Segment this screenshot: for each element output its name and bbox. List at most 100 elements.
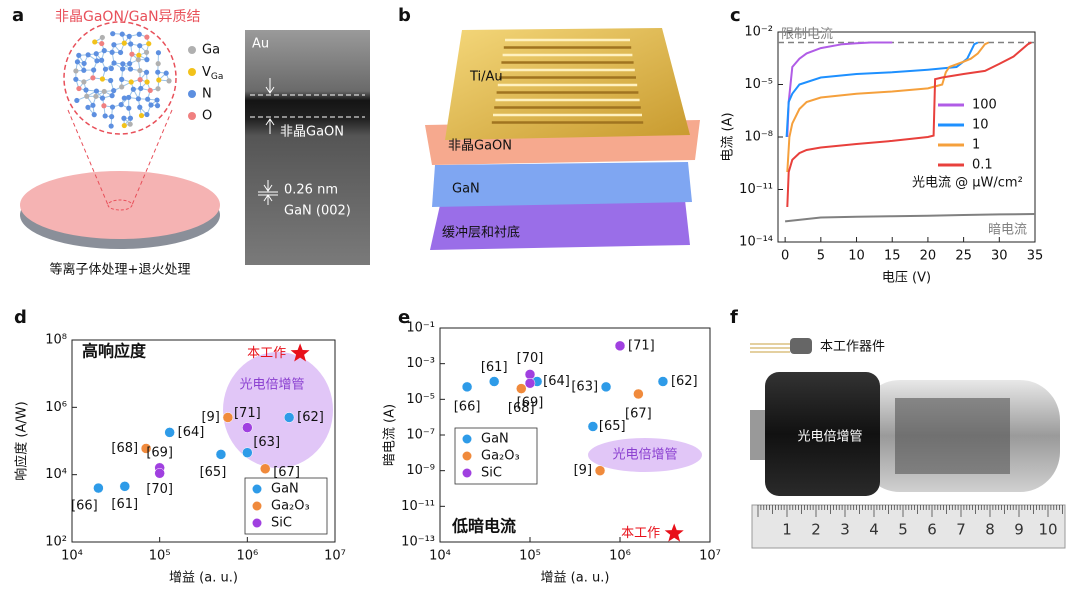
y-tick-label: 10⁻³ — [406, 356, 435, 371]
atom — [92, 39, 98, 45]
legend-atom — [188, 46, 196, 54]
point — [283, 412, 295, 423]
point-label: [9] — [201, 410, 219, 425]
arrows — [263, 78, 275, 205]
y-tick-label: 10⁻⁵ — [406, 392, 435, 407]
atom — [128, 79, 134, 85]
dark-current-line — [784, 213, 1036, 223]
lattice — [73, 31, 172, 129]
atom — [102, 113, 108, 119]
legend-marker — [252, 501, 262, 511]
x-tick-label: 10⁷ — [699, 549, 721, 564]
atom — [85, 52, 91, 58]
legend-label: Ga — [202, 43, 220, 58]
point-label: [65] — [200, 465, 227, 480]
ruler-number: 10 — [1038, 521, 1057, 539]
atom — [121, 115, 127, 121]
atom — [102, 66, 109, 72]
layer-label: GaN — [452, 182, 480, 197]
point-label: [67] — [625, 406, 652, 421]
atom — [154, 103, 161, 109]
atom — [126, 94, 132, 101]
legend-label: 1 — [972, 138, 980, 153]
point-label: [62] — [671, 374, 698, 389]
ruler-number: 8 — [985, 521, 995, 539]
point — [93, 482, 104, 494]
panel-b: Ti/Au 非晶GaON GaN 缓冲层和衬底 — [425, 28, 700, 250]
legend-label-base: V — [202, 65, 211, 80]
ruler-scale: 1 2 3 4 5 6 7 8 9 10 — [757, 505, 1063, 539]
x-tick-label: 20 — [920, 249, 937, 264]
atom — [90, 102, 96, 108]
atom — [155, 69, 161, 75]
point-label: [71] — [628, 338, 655, 353]
atom — [156, 77, 162, 83]
point — [461, 381, 473, 393]
atom — [143, 49, 150, 55]
legend-label: VGa — [202, 65, 223, 82]
atom — [90, 75, 96, 81]
dark-current-label: 暗电流 — [988, 222, 1027, 237]
point-label: [68] — [111, 441, 138, 456]
point-label: [63] — [253, 435, 280, 450]
ruler-number: 2 — [811, 521, 821, 539]
point — [242, 447, 253, 458]
panel-a-title: 非晶GaON/GaN异质结 — [55, 9, 201, 25]
this-work-star — [664, 523, 684, 542]
atom — [108, 77, 114, 84]
point — [164, 427, 175, 438]
ruler-number: 4 — [869, 521, 879, 539]
atom — [130, 86, 136, 92]
point-label: [61] — [481, 360, 508, 375]
atom — [143, 69, 150, 75]
layer-substrate — [430, 200, 690, 250]
legend-atom — [188, 112, 196, 120]
atom — [138, 112, 145, 119]
y-tick-label: 10² — [45, 535, 67, 550]
atom — [155, 61, 161, 67]
point-label: [67] — [273, 465, 300, 480]
device-icon — [790, 338, 812, 354]
atom — [137, 67, 143, 74]
atom — [155, 86, 161, 92]
tube-base — [765, 372, 880, 496]
panel-label: f — [730, 307, 738, 328]
atom — [127, 115, 134, 121]
atom — [129, 51, 135, 57]
atom — [163, 70, 169, 76]
point — [594, 465, 606, 476]
y-tick-label: 10⁻⁸ — [744, 130, 773, 145]
legend-title: 光电流 @ μW/cm² — [912, 176, 1023, 191]
annotation: 光电倍增管 — [612, 448, 677, 463]
atom — [119, 76, 125, 82]
point-label: [9] — [574, 463, 592, 478]
y-tick-label: 10⁻² — [744, 25, 773, 40]
atom — [126, 105, 132, 111]
legend-label-sub: Ga — [211, 72, 224, 82]
y-tick-label: 10⁻¹³ — [401, 535, 435, 550]
plot-frame — [777, 31, 1036, 243]
layer-label: 缓冲层和衬底 — [442, 225, 520, 241]
y-tick-label: 10⁻⁷ — [406, 428, 435, 443]
point-label: [70] — [517, 351, 544, 366]
point — [154, 468, 165, 479]
point-label: [62] — [297, 410, 324, 425]
atom — [101, 103, 107, 109]
x-tick-label: 30 — [991, 249, 1008, 264]
point-label: [69] — [517, 396, 544, 411]
atom — [111, 88, 117, 94]
x-tick-label: 10⁵ — [519, 549, 541, 564]
atom — [154, 97, 160, 103]
atom — [144, 79, 150, 85]
point — [587, 421, 599, 432]
atom — [146, 41, 152, 47]
point-label: [68] — [508, 401, 535, 416]
legend-marker — [252, 518, 262, 528]
atom — [138, 85, 144, 92]
current-limit-label: 限制电流 — [781, 27, 833, 42]
tube-label: 光电倍增管 — [797, 430, 862, 445]
atom — [101, 48, 107, 54]
this-work-label: 本工作 — [247, 346, 286, 361]
point — [516, 383, 527, 394]
